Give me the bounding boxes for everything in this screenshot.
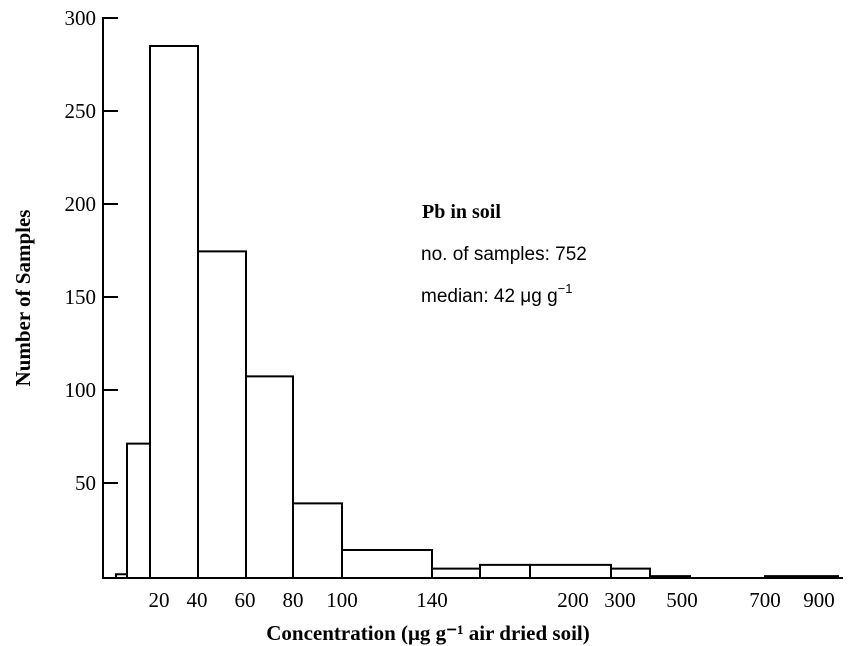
annotation-box: Pb in soil no. of samples: 752 median: 4… <box>421 201 587 307</box>
x-tick-label: 20 <box>149 588 170 612</box>
histogram-bars <box>115 45 839 579</box>
annotation-title: Pb in soil <box>422 201 501 223</box>
y-tick-label: 250 <box>65 99 97 123</box>
x-tick-label: 40 <box>187 588 208 612</box>
y-axis-title: Number of Samples <box>11 210 35 387</box>
histogram-bar <box>245 375 294 578</box>
x-tick-label: 60 <box>235 588 256 612</box>
annotation-samples: no. of samples: 752 <box>421 244 587 265</box>
histogram-bar <box>529 563 612 578</box>
histogram-bar <box>764 575 839 578</box>
y-tick-label: 150 <box>65 285 97 309</box>
y-tick-labels: 300 250 200 150 100 50 <box>65 6 97 495</box>
histogram-bar <box>431 567 481 578</box>
x-tick-label: 500 <box>666 588 698 612</box>
x-tick-label: 900 <box>803 588 835 612</box>
x-tick-labels: 20 40 60 80 100 140 200 300 500 700 900 <box>149 588 835 612</box>
x-tick-label: 200 <box>557 588 589 612</box>
x-axis-title: Concentration (μg g⁻¹ air dried soil) <box>266 621 589 645</box>
histogram-bar <box>610 567 651 578</box>
y-tick-marks <box>103 17 118 484</box>
histogram-bar <box>479 563 531 578</box>
annotation-median-text: median: 42 μg g <box>421 286 558 307</box>
x-tick-label: 100 <box>326 588 358 612</box>
x-tick-label: 700 <box>749 588 781 612</box>
y-tick-label: 300 <box>65 6 97 30</box>
y-tick-label: 100 <box>65 378 97 402</box>
annotation-median-exponent: −1 <box>558 281 573 296</box>
histogram-bar <box>292 502 343 578</box>
y-tick-label: 200 <box>65 192 97 216</box>
y-tick-label: 50 <box>75 471 96 495</box>
histogram-bar <box>197 250 247 578</box>
histogram-bar <box>126 442 151 578</box>
histogram-bar <box>341 549 433 578</box>
x-tick-label: 140 <box>416 588 448 612</box>
x-tick-label: 80 <box>283 588 304 612</box>
x-tick-label: 300 <box>604 588 636 612</box>
histogram-bar <box>149 45 199 578</box>
annotation-median: median: 42 μg g−1 <box>421 281 572 307</box>
